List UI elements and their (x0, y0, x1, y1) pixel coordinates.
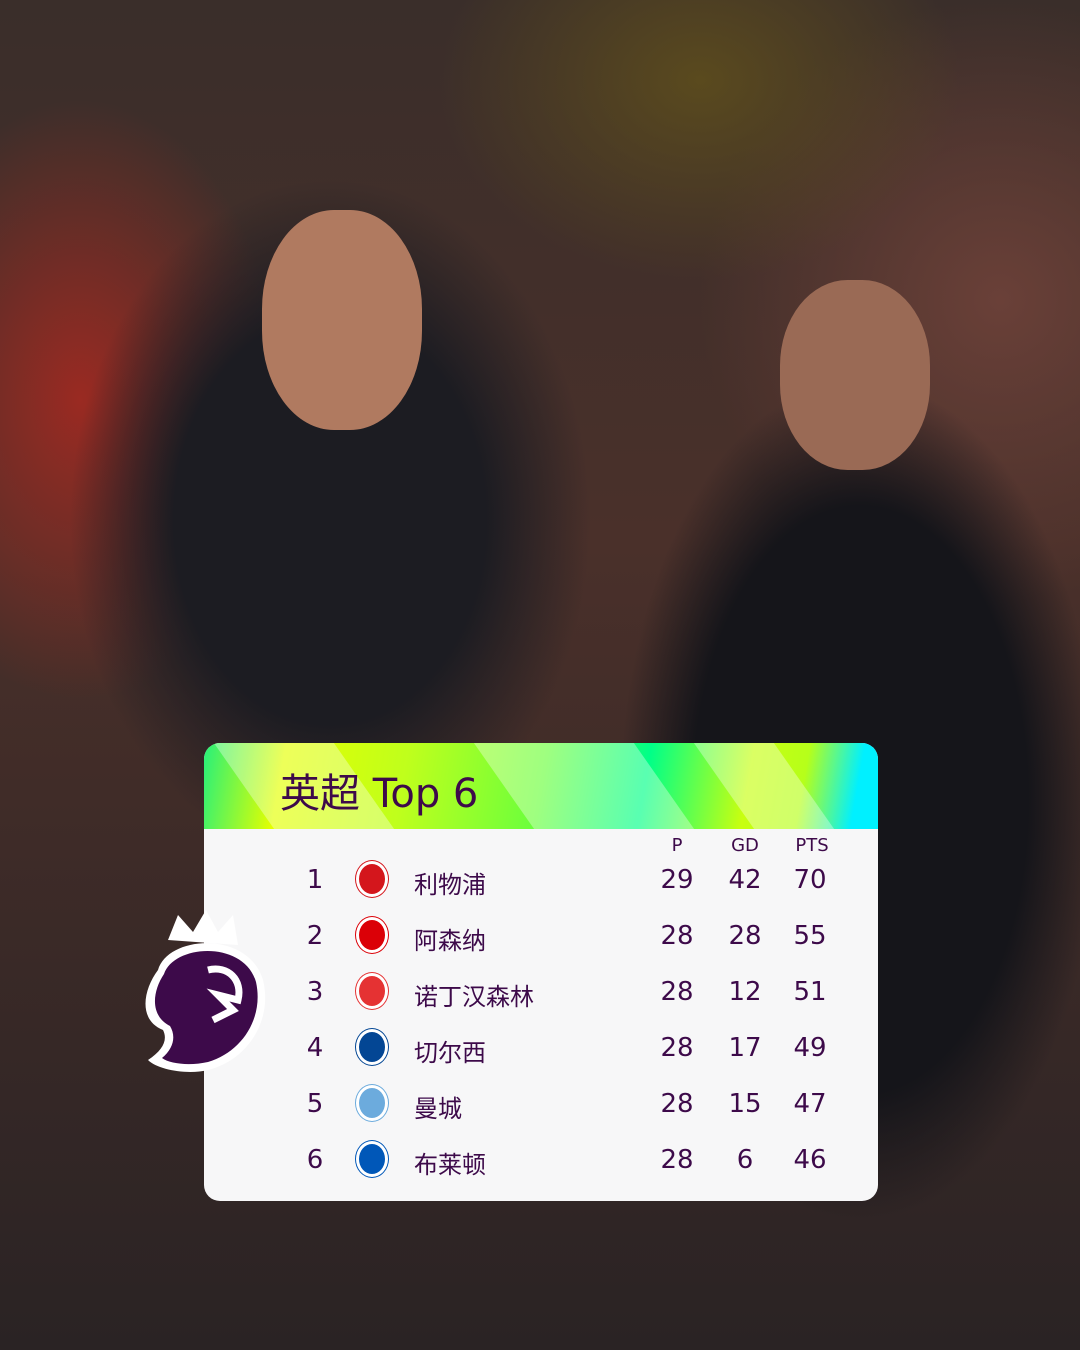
played: 28 (660, 921, 694, 951)
table-row: 5 曼城 28 15 47 (204, 1077, 878, 1133)
played: 28 (660, 1033, 694, 1063)
position: 4 (306, 1033, 324, 1063)
played: 29 (660, 865, 694, 895)
goal-difference: 6 (736, 1145, 754, 1175)
position: 2 (306, 921, 324, 951)
goal-difference: 12 (728, 977, 762, 1007)
column-header-gd: GD (731, 835, 759, 856)
goal-difference: 28 (728, 921, 762, 951)
goal-difference: 42 (728, 865, 762, 895)
table-row: 2 阿森纳 28 28 55 (204, 909, 878, 965)
position: 6 (306, 1145, 324, 1175)
points: 70 (793, 865, 827, 895)
position: 5 (306, 1089, 324, 1119)
played: 28 (660, 1145, 694, 1175)
points: 55 (793, 921, 827, 951)
nottingham-forest-crest-icon (356, 973, 388, 1009)
premier-league-lion-logo (145, 910, 266, 1072)
card-title: 英超 Top 6 (280, 771, 479, 817)
column-header-pts: PTS (795, 835, 829, 856)
team-name: 诺丁汉森林 (414, 983, 534, 1011)
points: 46 (793, 1145, 827, 1175)
person-face (780, 280, 930, 470)
liverpool-crest-icon (356, 861, 388, 897)
standings-card: 英超 Top 6 P GD PTS 1 利物浦 29 42 70 2 阿森纳 28… (204, 743, 878, 1201)
table-row: 3 诺丁汉森林 28 12 51 (204, 965, 878, 1021)
team-name: 布莱顿 (414, 1151, 486, 1179)
arsenal-crest-icon (356, 917, 388, 953)
team-name: 切尔西 (414, 1039, 486, 1067)
goal-difference: 17 (728, 1033, 762, 1063)
played: 28 (660, 977, 694, 1007)
team-name: 阿森纳 (414, 927, 486, 955)
points: 51 (793, 977, 827, 1007)
table-row: 6 布莱顿 28 6 46 (204, 1133, 878, 1189)
column-header-p: P (671, 835, 683, 856)
person-face (262, 210, 422, 430)
position: 3 (306, 977, 324, 1007)
team-name: 曼城 (414, 1095, 462, 1123)
table-row: 1 利物浦 29 42 70 (204, 853, 878, 909)
card-header: 英超 Top 6 (204, 743, 878, 829)
chelsea-crest-icon (356, 1029, 388, 1065)
played: 28 (660, 1089, 694, 1119)
goal-difference: 15 (728, 1089, 762, 1119)
manchester-city-crest-icon (356, 1085, 388, 1121)
team-name: 利物浦 (414, 871, 486, 899)
points: 49 (793, 1033, 827, 1063)
brighton-crest-icon (356, 1141, 388, 1177)
position: 1 (306, 865, 324, 895)
points: 47 (793, 1089, 827, 1119)
table-row: 4 切尔西 28 17 49 (204, 1021, 878, 1077)
